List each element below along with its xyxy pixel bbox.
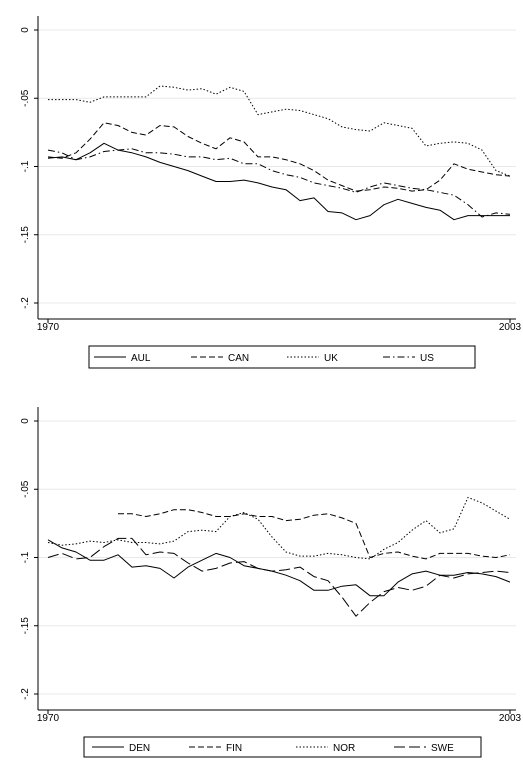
legend-box bbox=[88, 345, 476, 369]
y-tick-label: -.2 bbox=[20, 688, 31, 700]
y-tick-label: -.2 bbox=[20, 297, 31, 309]
series-line-uk bbox=[48, 85, 511, 177]
y-tick-label: -.15 bbox=[20, 226, 31, 244]
legend-label-can: CAN bbox=[228, 353, 249, 364]
y-tick-label: -.1 bbox=[20, 160, 31, 172]
x-tick-label: 2003 bbox=[499, 322, 522, 333]
legend-label-nor: NOR bbox=[333, 743, 355, 754]
legend-box bbox=[83, 736, 482, 758]
legend-label-us: US bbox=[420, 353, 434, 364]
series-line-nor bbox=[47, 496, 511, 560]
legend-label-uk: UK bbox=[324, 353, 338, 364]
y-tick-label: -.1 bbox=[20, 551, 31, 563]
legend-label-fin: FIN bbox=[226, 743, 242, 754]
legend-label-aul: AUL bbox=[131, 353, 151, 364]
y-tick-label: -.15 bbox=[20, 617, 31, 635]
x-tick-label: 2003 bbox=[499, 713, 522, 724]
legend: DEN FIN NOR SWE bbox=[83, 736, 482, 758]
y-tick-label: -.05 bbox=[20, 480, 31, 498]
y-tick-label: 0 bbox=[20, 418, 31, 424]
chart-panel-2: 0 -.05 -.1 -.15 -.2 1970 2003 DEN FIN NOR SWE bbox=[20, 407, 522, 758]
legend: AUL CAN UK US bbox=[88, 345, 476, 369]
x-tick-label: 1970 bbox=[37, 322, 60, 333]
series-line-fin bbox=[118, 509, 511, 560]
chart-panel-1: 0 -.05 -.1 -.15 -.2 1970 2003 AUL CAN UK US bbox=[20, 16, 522, 369]
series-line-aul bbox=[47, 142, 510, 221]
legend-label-swe: SWE bbox=[431, 743, 454, 754]
series-line-us bbox=[47, 148, 511, 218]
series-line-swe bbox=[47, 537, 511, 617]
legend-label-den: DEN bbox=[129, 743, 150, 754]
y-tick-label: -.05 bbox=[20, 89, 31, 107]
x-tick-label: 1970 bbox=[37, 713, 60, 724]
series-line-can bbox=[47, 122, 511, 192]
series-line-den bbox=[47, 539, 511, 597]
y-tick-label: 0 bbox=[20, 27, 31, 33]
